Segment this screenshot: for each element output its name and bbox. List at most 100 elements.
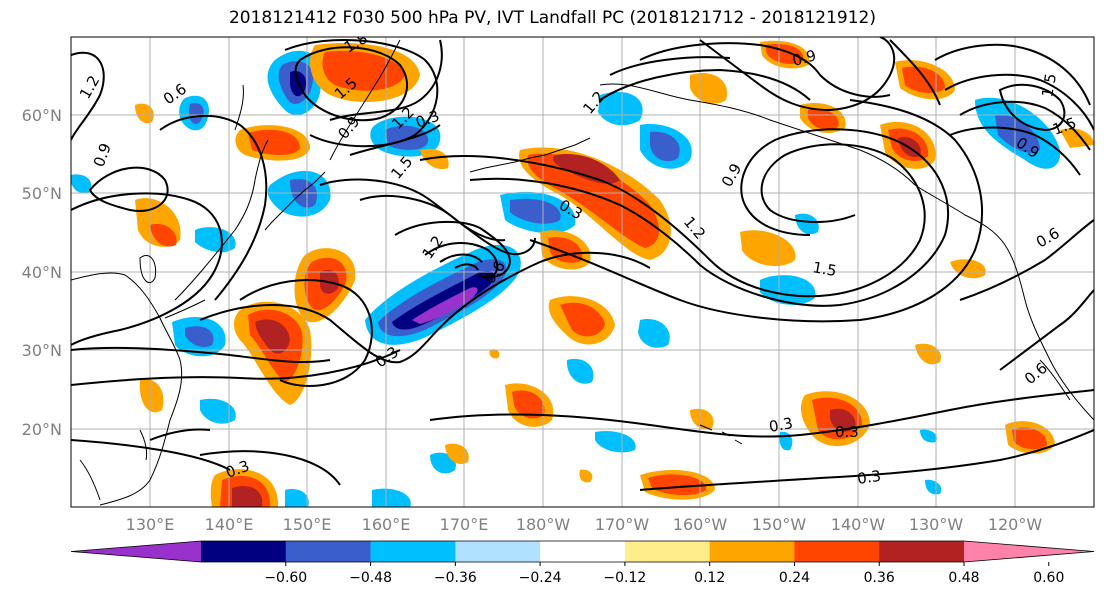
- colorbar-tick-label: 0.12: [694, 570, 725, 586]
- neg-anomaly-main: [412, 287, 478, 324]
- neg-anomaly-blob: [995, 114, 1040, 153]
- pos-anomaly-blob: [915, 343, 941, 365]
- colorbar-outline: [70, 540, 1095, 563]
- pos-anomaly-blob: [150, 223, 177, 247]
- colorbar-extend-max: [964, 541, 1094, 562]
- colorbar-tick-label: −0.36: [434, 570, 477, 586]
- neg-anomaly-main: [392, 270, 495, 330]
- neg-anomaly-blob: [71, 174, 92, 194]
- pos-anomaly-blob: [740, 230, 796, 267]
- latitude-labels: 60°N 50°N 40°N 30°N 20°N: [22, 106, 62, 439]
- colorbar-segment: [201, 541, 287, 562]
- contour-label: 0.3: [856, 467, 882, 488]
- pos-anomaly-blob: [139, 379, 164, 413]
- pos-anomaly-blob: [232, 486, 263, 507]
- asia-coastline: [71, 272, 183, 506]
- neg-anomaly-blob: [185, 326, 214, 347]
- contour-label: 0.9: [790, 46, 818, 70]
- sakhalin-coastline: [234, 84, 244, 131]
- colorbar-tick-label: 0.24: [779, 570, 810, 586]
- na-west-coastline: [914, 184, 1094, 421]
- pos-anomaly-blob: [690, 408, 714, 430]
- philippines-coastline: [79, 459, 101, 501]
- neg-anomaly-blob: [430, 452, 456, 474]
- neg-anomaly-blob: [372, 488, 411, 507]
- lon-label: 130°E: [126, 515, 175, 534]
- colorbar-tick-label: 0.60: [1033, 570, 1064, 586]
- map-frame: [70, 36, 1095, 508]
- colorbar-tick-label: 0.48: [948, 570, 979, 586]
- contour-label: 1.5: [811, 258, 838, 280]
- colorbar-tick-label: 0.36: [864, 570, 895, 586]
- neg-anomaly-blob: [188, 103, 204, 124]
- neg-anomaly-blob: [650, 131, 680, 162]
- lon-label: 130°W: [909, 515, 964, 534]
- neg-anomaly-blob: [595, 430, 636, 453]
- colorbar-segment: [540, 541, 626, 562]
- lat-label: 40°N: [22, 263, 62, 282]
- lon-label: 170°W: [595, 515, 650, 534]
- colorbar-tick-label: −0.12: [603, 570, 646, 586]
- colorbar-segment: [285, 541, 372, 562]
- ivt-contours: [71, 37, 1094, 491]
- lat-label: 50°N: [22, 184, 62, 203]
- alaska-coastline: [599, 83, 916, 186]
- lon-label: 160°W: [673, 515, 728, 534]
- pos-anomaly-blob: [248, 129, 300, 155]
- colorbar-segment: [794, 541, 880, 562]
- neg-anomaly-blob: [195, 227, 236, 253]
- kuril-chain: [264, 171, 326, 231]
- kamchatka-coastline: [329, 39, 401, 161]
- colorbar-segment: [455, 541, 541, 562]
- pos-anomaly-blob: [512, 390, 545, 419]
- neg-anomaly-blob: [920, 429, 937, 443]
- pos-anomaly-blob: [902, 66, 945, 94]
- lon-label: 180°W: [516, 515, 571, 534]
- colorbar-segment: [624, 541, 711, 562]
- pos-anomaly-blob: [830, 408, 856, 432]
- lat-label: 60°N: [22, 106, 62, 125]
- colorbar-tick-label: −0.48: [349, 570, 392, 586]
- pos-anomaly-blob: [808, 109, 839, 130]
- contour-label: 0.3: [835, 423, 859, 441]
- colorbar: −0.60 −0.48 −0.36 −0.24 −0.12 0.12 0.24 0.36 0.4…: [70, 540, 1095, 586]
- pos-anomaly-blob: [553, 154, 620, 184]
- lat-label: 20°N: [22, 420, 62, 439]
- colorbar-segment: [709, 541, 795, 562]
- neg-anomaly-blob: [925, 479, 942, 495]
- graticule: [71, 37, 1094, 507]
- pos-anomaly-blob: [527, 153, 660, 248]
- taiwan-coastline: [139, 429, 148, 461]
- longitude-labels: 130°E 140°E 150°E 160°E 170°E 180°W 170°…: [126, 515, 1043, 534]
- map-title: 2018121412 F030 500 hPa PV, IVT Landfall…: [228, 8, 876, 28]
- contour-label: 0.3: [768, 414, 795, 436]
- neg-anomaly-blob: [760, 275, 816, 305]
- colorbar-extend-min: [71, 541, 201, 562]
- lon-label: 150°W: [752, 515, 807, 534]
- contour-label: 1.5: [1038, 72, 1060, 99]
- pos-anomaly-blob: [489, 349, 500, 359]
- lon-label: 160°E: [362, 515, 411, 534]
- pos-anomaly-blob: [135, 103, 154, 124]
- aleutian-chain: [469, 137, 591, 173]
- japan-coastline: [174, 139, 269, 301]
- pos-anomaly-blob: [690, 72, 728, 104]
- pos-anomaly-blob: [560, 302, 605, 337]
- japan-south-coastline: [164, 299, 206, 319]
- colorbar-tick-label: −0.24: [519, 570, 562, 586]
- pos-anomaly-blob: [579, 469, 593, 483]
- lon-label: 170°E: [440, 515, 489, 534]
- lon-label: 120°W: [988, 515, 1043, 534]
- coastlines: [71, 39, 1094, 506]
- pos-anomaly-blob: [445, 443, 469, 465]
- lon-label: 140°W: [831, 515, 886, 534]
- neg-anomaly-blob: [638, 319, 670, 348]
- neg-anomaly-blob: [566, 358, 594, 384]
- lon-label: 140°E: [205, 515, 254, 534]
- pos-anomaly-blob: [255, 319, 290, 354]
- colorbar-tick-label: −0.60: [264, 570, 307, 586]
- pos-anomaly-blob: [1012, 427, 1048, 450]
- colorbar-segment: [370, 541, 456, 562]
- korea-coastline: [139, 255, 157, 283]
